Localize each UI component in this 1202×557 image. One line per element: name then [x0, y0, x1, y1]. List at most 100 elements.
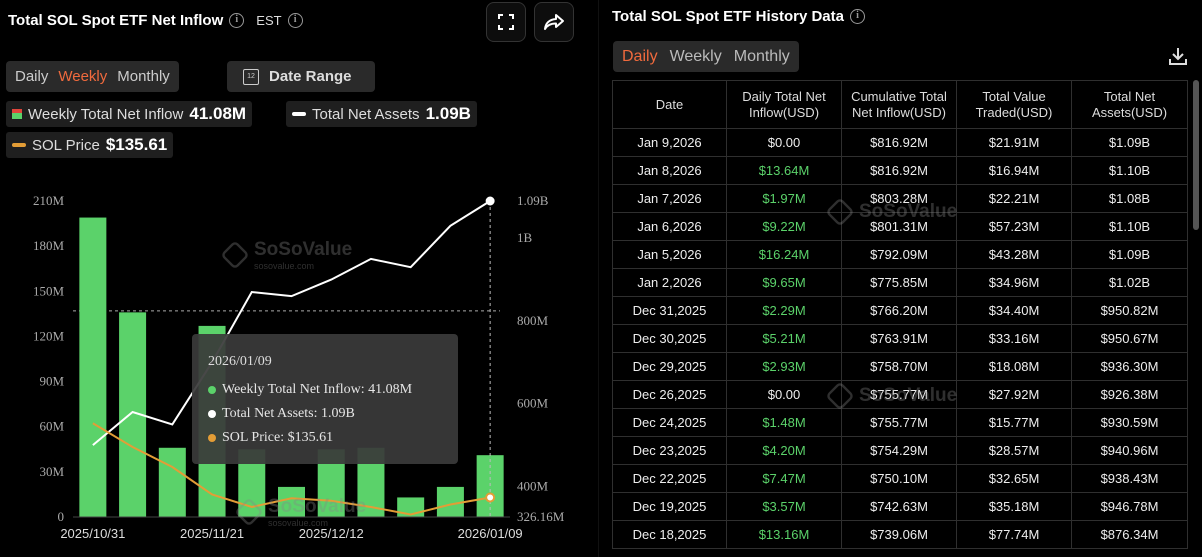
- period-weekly-tab[interactable]: Weekly: [58, 68, 108, 85]
- tooltip-price-row: SOL Price: $135.61: [208, 426, 442, 450]
- calendar-icon: 12: [243, 68, 259, 85]
- bar: [79, 217, 107, 518]
- table-row[interactable]: Dec 23,2025 $4.20M $754.29M $28.57M $940.96M: [612, 436, 1188, 465]
- table-row[interactable]: Dec 24,2025 $1.48M $755.77M $15.77M $930.59M: [612, 408, 1188, 437]
- assets-line: [92, 200, 491, 446]
- cell-cumulative-inflow: $739.06M: [841, 520, 957, 549]
- legend-inflow[interactable]: Weekly Total Net Inflow 41.08M: [6, 101, 253, 127]
- y-axis-left-tick: 210M: [33, 193, 65, 208]
- cell-value-traded: $43.28M: [956, 240, 1072, 269]
- col-daily-inflow[interactable]: Daily Total Net Inflow(USD): [726, 80, 842, 129]
- x-axis-tick: 2026/01/09: [458, 526, 523, 541]
- cell-cumulative-inflow: $763.91M: [841, 324, 957, 353]
- period-daily-tab[interactable]: Daily: [15, 68, 49, 85]
- legend-assets[interactable]: Total Net Assets 1.09B: [286, 101, 477, 127]
- cell-value-traded: $34.96M: [956, 268, 1072, 297]
- cell-value-traded: $18.08M: [956, 352, 1072, 381]
- assets-point: [485, 196, 495, 206]
- price-swatch: [12, 143, 26, 147]
- history-weekly-tab[interactable]: Weekly: [669, 48, 722, 65]
- legend-inflow-value: 41.08M: [189, 104, 247, 123]
- tooltip-inflow: Weekly Total Net Inflow: 41.08M: [222, 382, 413, 397]
- date-range-button[interactable]: 12 Date Range: [227, 61, 375, 92]
- cell-daily-inflow: $4.20M: [726, 436, 842, 465]
- y-axis-right-tick: 600M: [517, 396, 549, 411]
- table-row[interactable]: Dec 18,2025 $13.16M $739.06M $77.74M $876.34…: [612, 520, 1188, 549]
- cell-value-traded: $32.65M: [956, 464, 1072, 493]
- cell-cumulative-inflow: $775.85M: [841, 268, 957, 297]
- table-row[interactable]: Dec 29,2025 $2.93M $758.70M $18.08M $936.30M: [612, 352, 1188, 381]
- download-icon[interactable]: [1168, 46, 1188, 66]
- table-row[interactable]: Jan 6,2026 $9.22M $801.31M $57.23M $1.10B: [612, 212, 1188, 241]
- cell-cumulative-inflow: $758.70M: [841, 352, 957, 381]
- y-axis-left-tick: 120M: [33, 328, 65, 343]
- tooltip-assets: Total Net Assets: 1.09B: [222, 406, 355, 421]
- history-title-row: Total SOL Spot ETF History Data i: [612, 8, 865, 25]
- cell-date: Dec 26,2025: [612, 380, 727, 409]
- history-daily-tab[interactable]: Daily: [622, 48, 658, 65]
- cell-daily-inflow: $13.64M: [726, 156, 842, 185]
- table-row[interactable]: Dec 31,2025 $2.29M $766.20M $34.40M $950.82M: [612, 296, 1188, 325]
- y-axis-right-tick: 400M: [517, 478, 549, 493]
- cell-value-traded: $34.40M: [956, 296, 1072, 325]
- cell-date: Jan 8,2026: [612, 156, 727, 185]
- watermark-name: SoSoValue: [859, 201, 958, 222]
- cell-cumulative-inflow: $755.77M: [841, 408, 957, 437]
- y-axis-left-tick: 150M: [33, 283, 65, 298]
- cell-cumulative-inflow: $816.92M: [841, 156, 957, 185]
- table-row[interactable]: Jan 5,2026 $16.24M $792.09M $43.28M $1.09B: [612, 240, 1188, 269]
- table-row[interactable]: Dec 22,2025 $7.47M $750.10M $32.65M $938.43M: [612, 464, 1188, 493]
- share-button[interactable]: [534, 2, 574, 42]
- cell-net-assets: $940.96M: [1071, 436, 1188, 465]
- history-title: Total SOL Spot ETF History Data: [612, 8, 844, 25]
- timezone-info-icon[interactable]: i: [287, 13, 303, 28]
- cell-net-assets: $946.78M: [1071, 492, 1188, 521]
- sosovalue-logo-icon: [234, 497, 264, 527]
- legend-inflow-label: Weekly Total Net Inflow: [28, 105, 184, 123]
- col-value-traded[interactable]: Total Value Traded(USD): [956, 80, 1072, 129]
- watermark-top: SoSoValue sosovalue.com: [220, 239, 352, 271]
- cell-net-assets: $950.67M: [1071, 324, 1188, 353]
- cell-daily-inflow: $5.21M: [726, 324, 842, 353]
- cell-daily-inflow: $2.93M: [726, 352, 842, 381]
- table-row[interactable]: Dec 30,2025 $5.21M $763.91M $33.16M $950.67M: [612, 324, 1188, 353]
- fullscreen-icon: [498, 14, 514, 30]
- period-monthly-tab[interactable]: Monthly: [117, 68, 170, 85]
- legend-price[interactable]: SOL Price $135.61: [6, 132, 174, 158]
- table-scrollbar[interactable]: [1193, 80, 1199, 230]
- col-net-assets[interactable]: Total Net Assets(USD): [1071, 80, 1188, 129]
- cell-date: Dec 23,2025: [612, 436, 727, 465]
- watermark-bottom: SoSoValue sosovalue.com: [234, 496, 367, 528]
- info-icon[interactable]: i: [229, 13, 245, 28]
- cell-cumulative-inflow: $755.77M: [841, 380, 957, 409]
- bar: [158, 447, 186, 517]
- price-dot: [208, 434, 216, 442]
- inflow-chart[interactable]: 0 30M 60M 90M 120M 150M 180M 210M 326.16M 400M 600…: [0, 180, 590, 557]
- cell-net-assets: $876.34M: [1071, 520, 1188, 549]
- watermark-name: SoSoValue: [268, 496, 367, 517]
- cell-cumulative-inflow: $801.31M: [841, 212, 957, 241]
- col-date[interactable]: Date: [612, 80, 727, 129]
- date-range-label: Date Range: [269, 68, 352, 85]
- info-icon[interactable]: i: [849, 9, 865, 24]
- legend-assets-label: Total Net Assets: [312, 105, 420, 123]
- tooltip-assets-row: Total Net Assets: 1.09B: [208, 402, 442, 426]
- cell-date: Jan 9,2026: [612, 128, 727, 157]
- fullscreen-button[interactable]: [486, 2, 526, 42]
- inflow-chart-panel: Total SOL Spot ETF Net Inflow i EST i Da…: [0, 0, 590, 557]
- cell-date: Dec 31,2025: [612, 296, 727, 325]
- cell-daily-inflow: $1.48M: [726, 408, 842, 437]
- cell-net-assets: $926.38M: [1071, 380, 1188, 409]
- table-row[interactable]: Jan 9,2026 $0.00 $816.92M $21.91M $1.09B: [612, 128, 1188, 157]
- history-monthly-tab[interactable]: Monthly: [733, 48, 790, 65]
- cell-net-assets: $938.43M: [1071, 464, 1188, 493]
- history-table: Date Daily Total Net Inflow(USD) Cumulat…: [612, 80, 1188, 549]
- table-row[interactable]: Dec 26,2025 $0.00 $755.77M $27.92M $926.38M: [612, 380, 1188, 409]
- table-row[interactable]: Dec 19,2025 $3.57M $742.63M $35.18M $946.78M: [612, 492, 1188, 521]
- cell-daily-inflow: $13.16M: [726, 520, 842, 549]
- table-row[interactable]: Jan 8,2026 $13.64M $816.92M $16.94M $1.10B: [612, 156, 1188, 185]
- watermark-name: SoSoValue: [859, 385, 958, 406]
- tooltip-price: SOL Price: $135.61: [222, 430, 334, 445]
- col-cumulative-inflow[interactable]: Cumulative Total Net Inflow(USD): [841, 80, 957, 129]
- table-row[interactable]: Jan 2,2026 $9.65M $775.85M $34.96M $1.02B: [612, 268, 1188, 297]
